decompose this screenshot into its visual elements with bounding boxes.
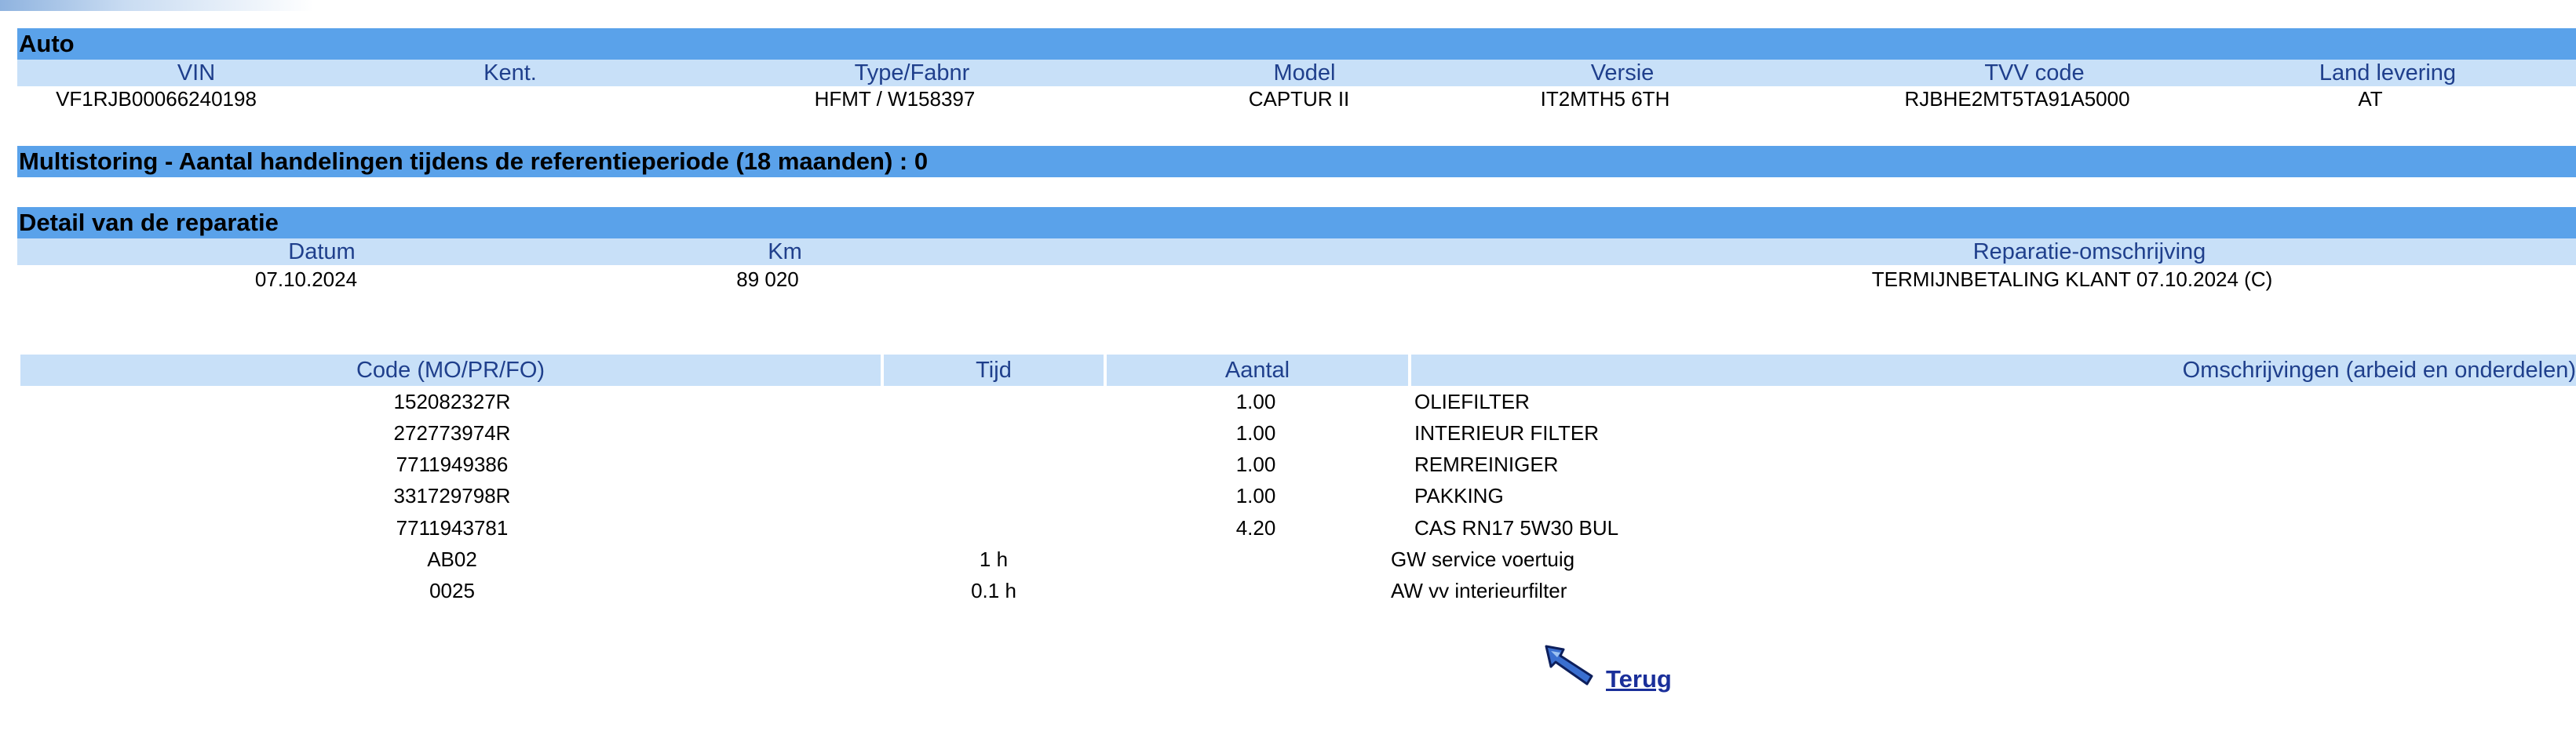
cell-aantal: 4.20 [1235,516,1276,540]
auto-header-row: VIN Kent. Type/Fabnr Model Versie TVV co… [17,60,2576,86]
parts-header-cell-code: Code (MO/PR/FO) [20,355,881,386]
detail-header-row: Datum Km Reparatie-omschrijving [17,238,2576,265]
value-vin: VF1RJB00066240198 [56,87,257,111]
col-header-type: Type/Fabnr [854,60,970,85]
back-arrow-icon[interactable] [1545,645,1607,693]
col-header-datum: Datum [288,239,356,264]
col-header-vin: VIN [177,60,216,85]
cell-tijd: 1 h [979,547,1009,571]
cell-omschrijving: GW service voertuig [1391,547,1575,571]
cell-tijd: 0.1 h [971,579,1016,602]
cell-aantal: 1.00 [1235,453,1276,476]
col-header-aantal: Aantal [1224,358,1290,383]
cell-code: 331729798R [393,484,511,507]
col-header-model: Model [1273,60,1336,85]
col-header-tijd: Tijd [976,358,1012,383]
section-detail-title: Detail van de reparatie [17,207,2576,238]
cell-omschrijving: AW vv interieurfilter [1391,579,1567,602]
back-link-label[interactable]: Terug [1606,665,1672,693]
parts-header-cell-aantal: Aantal [1107,355,1408,386]
cell-omschrijving: REMREINIGER [1414,453,1559,476]
cell-omschrijving: CAS RN17 5W30 BUL [1414,516,1619,540]
cell-aantal: 1.00 [1235,421,1276,445]
section-multistoring: Multistoring - Aantal handelingen tijden… [17,146,2576,177]
value-tvv: RJBHE2MT5TA91A5000 [1904,87,2130,111]
cell-code: 152082327R [393,390,511,413]
value-km: 89 020 [736,267,799,291]
header-decoration [0,0,314,11]
cell-aantal: 1.00 [1235,390,1276,413]
cell-omschrijving: OLIEFILTER [1414,390,1530,413]
cell-aantal: 1.00 [1235,484,1276,507]
cell-code: AB02 [427,547,477,571]
parts-header-cell-tijd: Tijd [884,355,1104,386]
value-land: AT [2358,87,2383,111]
cell-code: 0025 [429,579,475,602]
col-header-reparatie: Reparatie-omschrijving [1972,239,2206,264]
col-header-code: Code (MO/PR/FO) [356,358,545,383]
col-header-km: Km [768,239,802,264]
value-versie: IT2MTH5 6TH [1540,87,1670,111]
col-header-tvv: TVV code [1984,60,2085,85]
col-header-land: Land levering [2319,60,2457,85]
back-link[interactable]: Terug [1545,645,1672,693]
cell-code: 7711949386 [396,453,509,476]
col-header-versie: Versie [1590,60,1655,85]
cell-code: 272773974R [393,421,511,445]
col-header-omschrijving: Omschrijvingen (arbeid en onderdelen) [2182,358,2576,383]
cell-omschrijving: PAKKING [1414,484,1504,507]
value-model: CAPTUR II [1248,87,1350,111]
cell-omschrijving: INTERIEUR FILTER [1414,421,1599,445]
parts-header-cell-omschrijving: Omschrijvingen (arbeid en onderdelen) [1411,355,2576,386]
value-type: HFMT / W158397 [814,87,976,111]
top-strip [0,0,2576,13]
section-auto-title: Auto [17,28,2576,60]
value-reparatie: TERMIJNBETALING KLANT 07.10.2024 (C) [1871,267,2273,291]
col-header-kent: Kent. [483,60,537,85]
cell-code: 7711943781 [396,516,509,540]
value-datum: 07.10.2024 [254,267,358,291]
